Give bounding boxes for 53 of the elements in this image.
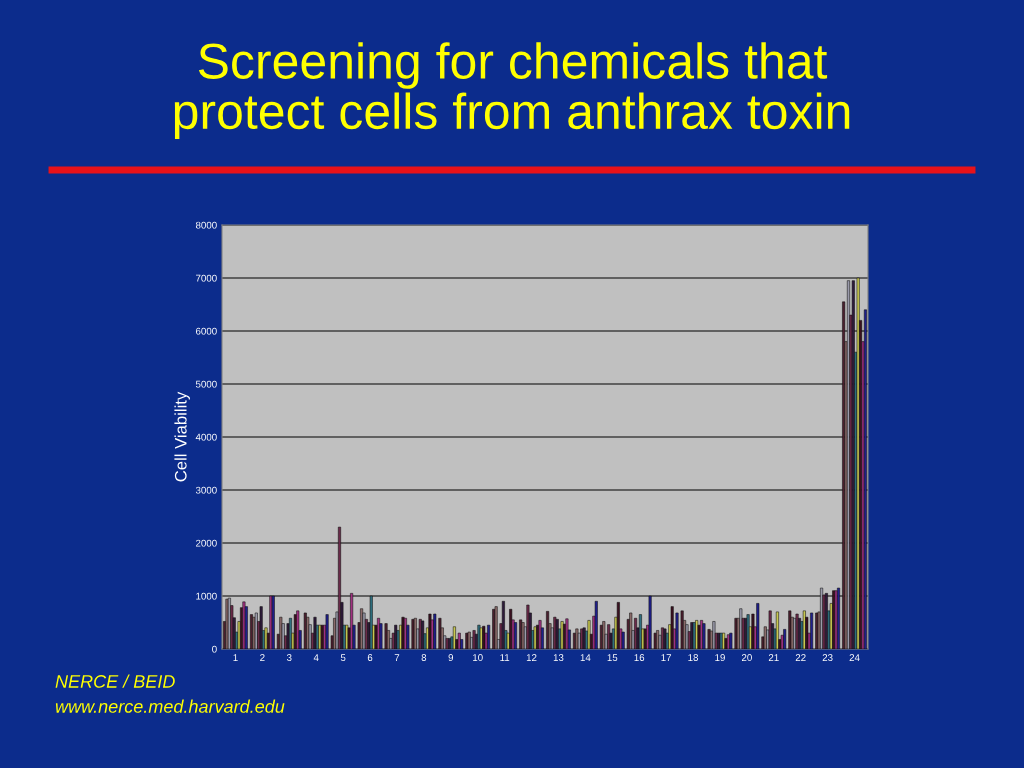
y-tick-label: 0 [212,645,217,653]
x-tick-label: 9 [448,654,454,661]
y-axis-title: Cell Viability [174,391,190,482]
y-tick-label: 7000 [196,274,217,282]
bar [369,595,373,649]
bar [616,602,620,649]
x-tick-label: 14 [580,654,591,661]
bar [362,612,366,649]
y-tick-label: 6000 [196,327,217,335]
x-tick-label: 15 [607,654,618,661]
bar [594,601,598,649]
x-tick-label: 4 [313,654,319,661]
bar [775,611,779,649]
bar [802,610,806,649]
bar [577,632,581,649]
bar [325,614,329,649]
text: NERCE / BEID [55,674,175,688]
x-tick-label: 7 [394,654,400,661]
x-tick-label: 12 [526,654,537,661]
bar [697,624,701,649]
x-tick-label: 24 [849,654,860,661]
y-tick-label: 1000 [196,592,217,600]
x-tick-label: 3 [286,654,292,661]
chart-title: Screening for chemicals that protect cells from anthrax toxin [174,42,850,140]
bar [293,614,297,649]
x-tick-label: 17 [661,654,672,661]
x-tick-label: 5 [340,654,346,661]
x-tick-label: 10 [473,654,483,661]
x-tick-label: 11 [500,654,510,661]
text: www.nerce.med.harvard.edu [55,699,285,713]
x-tick-label: 6 [367,654,373,661]
y-tick-label: 4000 [195,433,217,441]
x-tick-label: 8 [421,654,427,661]
x-tick-label: 22 [795,654,806,661]
bar [863,309,867,649]
x-tick-label: 2 [260,654,265,661]
bar [538,620,542,649]
bar [685,624,689,649]
x-tick-label: 23 [822,654,833,661]
bar [296,610,300,649]
y-tick-label: 3000 [195,486,217,494]
x-tick-label: 20 [741,654,752,661]
x-tick-label: 13 [553,654,564,661]
x-tick-label: 18 [688,654,699,661]
bar [629,612,633,649]
y-tick-label: 2000 [196,539,217,547]
y-tick-label: 8000 [195,221,217,229]
x-tick-label: 16 [634,654,645,661]
bar [648,595,652,649]
y-tick-label: 5000 [195,380,217,388]
x-tick-label: 21 [768,654,779,661]
x-tick-label: 1 [233,654,238,661]
x-tick-label: 19 [715,654,725,661]
